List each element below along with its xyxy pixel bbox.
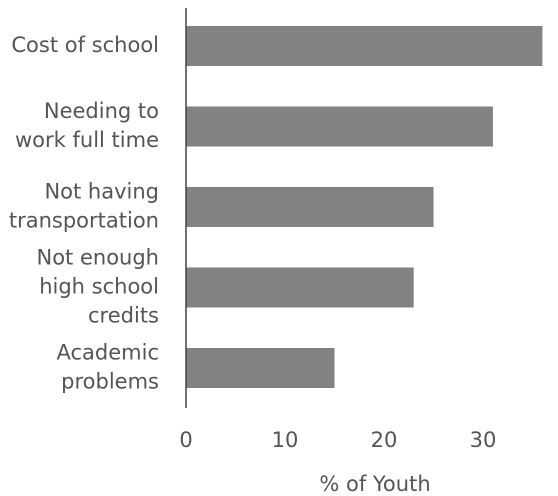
bars-group bbox=[186, 26, 543, 388]
category-labels: Cost of school Needing to work full time No… bbox=[9, 33, 159, 394]
x-tick-label-0: 0 bbox=[179, 428, 192, 452]
x-tick-labels: 0 10 20 30 bbox=[179, 428, 496, 452]
category-label-3-line-2: credits bbox=[88, 304, 159, 328]
category-label-2-line-1: transportation bbox=[9, 209, 159, 233]
bar-2 bbox=[186, 187, 434, 227]
bar-1 bbox=[186, 106, 493, 147]
category-label-1-line-1: work full time bbox=[15, 128, 159, 152]
x-axis-title: % of Youth bbox=[319, 472, 430, 496]
category-label-4-line-0: Academic bbox=[57, 341, 160, 365]
x-tick-label-2: 20 bbox=[371, 428, 398, 452]
x-tick-label-1: 10 bbox=[272, 428, 299, 452]
bar-4 bbox=[186, 348, 335, 388]
category-label-2-line-0: Not having bbox=[44, 180, 159, 204]
x-tick-label-3: 30 bbox=[470, 428, 497, 452]
category-label-1-line-0: Needing to bbox=[44, 99, 159, 123]
bar-0 bbox=[186, 26, 543, 66]
bar-3 bbox=[186, 267, 414, 308]
category-label-3-line-0: Not enough bbox=[37, 246, 160, 270]
category-label-4-line-1: problems bbox=[61, 370, 159, 394]
category-label-0-line-0: Cost of school bbox=[11, 33, 159, 57]
category-label-3-line-1: high school bbox=[39, 275, 159, 299]
